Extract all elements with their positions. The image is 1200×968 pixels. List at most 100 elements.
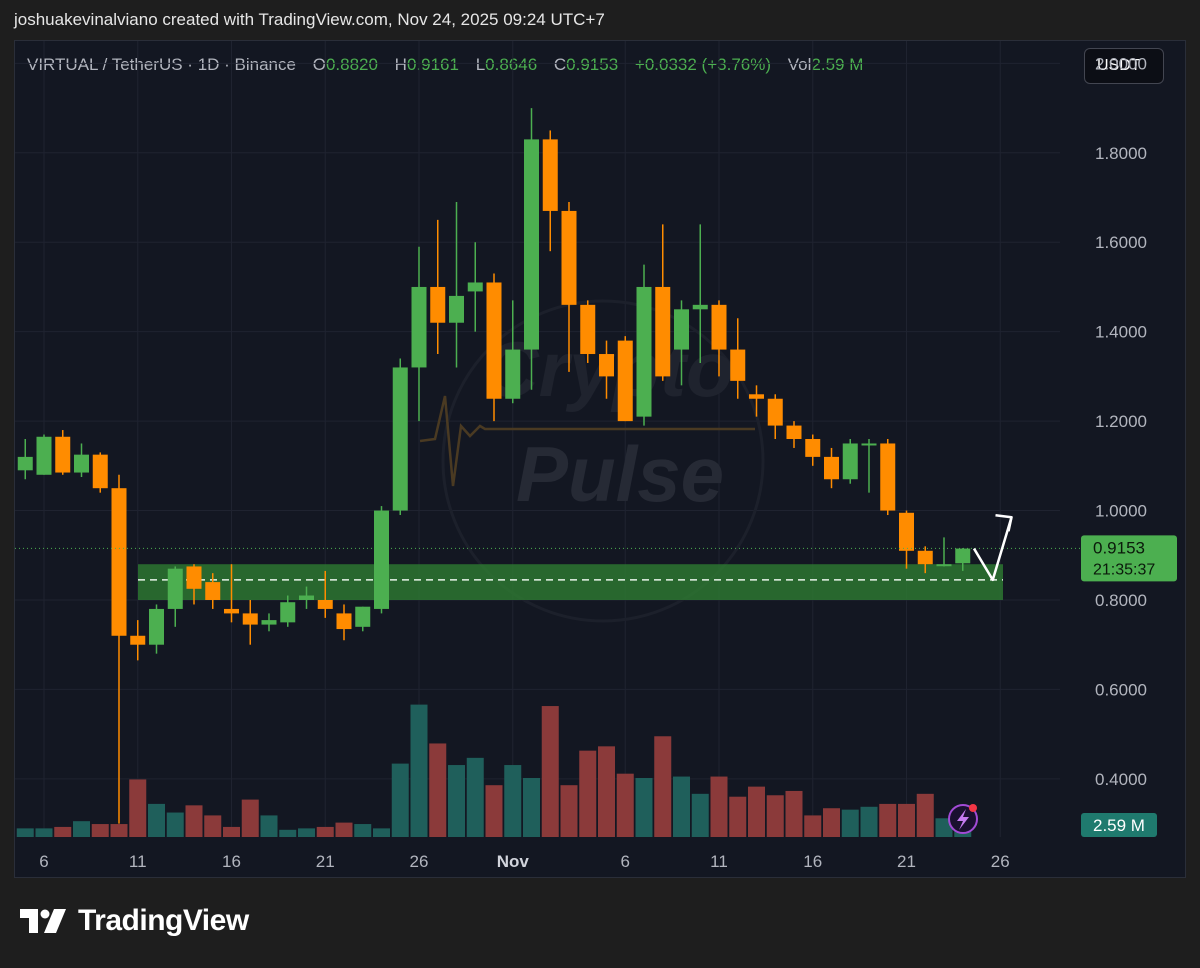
candle-body bbox=[111, 488, 127, 636]
candle bbox=[430, 219, 446, 355]
candle bbox=[449, 201, 464, 368]
lightning-icon[interactable] bbox=[948, 804, 978, 834]
candle bbox=[111, 474, 127, 824]
candle-body bbox=[411, 286, 427, 368]
volume-bar bbox=[335, 822, 353, 837]
x-axis-tick-label: 16 bbox=[222, 852, 241, 871]
candle-body bbox=[261, 620, 277, 625]
candle bbox=[505, 300, 521, 404]
candle-body bbox=[936, 564, 952, 567]
volume-bar bbox=[523, 778, 540, 837]
candle-body bbox=[749, 394, 764, 399]
volume-bar bbox=[710, 776, 728, 837]
volume-bar bbox=[935, 818, 953, 837]
volume-bar bbox=[691, 793, 709, 837]
low-value: 0.8646 bbox=[485, 55, 538, 74]
candle-body bbox=[824, 456, 839, 480]
volume-bar bbox=[654, 736, 672, 837]
candle bbox=[374, 506, 389, 614]
volume-bar bbox=[766, 795, 784, 837]
y-axis-tick-label: 1.2000 bbox=[1095, 412, 1147, 431]
candle bbox=[561, 201, 577, 372]
volume-bar bbox=[73, 821, 90, 837]
candle bbox=[599, 340, 614, 399]
candle-body bbox=[149, 608, 164, 645]
volume-bar bbox=[410, 704, 428, 837]
candle bbox=[674, 300, 689, 386]
candle bbox=[917, 546, 933, 574]
candle-body bbox=[205, 582, 221, 600]
candle bbox=[36, 434, 52, 475]
candle-body bbox=[786, 425, 802, 439]
candle-body bbox=[899, 512, 914, 551]
volume-bar bbox=[54, 826, 72, 837]
volume-bar bbox=[879, 803, 897, 837]
brand-name: TradingView bbox=[78, 904, 249, 937]
candle-body bbox=[692, 304, 708, 310]
candle-body bbox=[224, 608, 239, 614]
volume-bar bbox=[504, 765, 522, 837]
candle bbox=[542, 130, 558, 252]
candle bbox=[411, 246, 427, 422]
volume-bar bbox=[804, 815, 822, 837]
candle bbox=[730, 318, 746, 399]
candle bbox=[149, 604, 164, 654]
volume-bar bbox=[748, 786, 765, 837]
candle-body bbox=[636, 286, 652, 417]
volume-bar bbox=[204, 815, 222, 837]
volume-bar bbox=[466, 757, 484, 837]
y-axis-tick-label: 0.6000 bbox=[1095, 680, 1147, 699]
volume-bar bbox=[129, 779, 147, 837]
candle bbox=[711, 300, 727, 377]
candle-body bbox=[242, 613, 258, 625]
candle bbox=[692, 224, 708, 363]
chart-panel[interactable]: VIRTUAL / TetherUS · 1D · Binance O0.882… bbox=[14, 40, 1186, 878]
candle bbox=[767, 394, 783, 439]
y-axis-tick-label: 1.0000 bbox=[1095, 502, 1147, 521]
volume-bar bbox=[448, 765, 465, 837]
candle-body bbox=[17, 456, 33, 471]
x-axis-tick-label: 26 bbox=[410, 852, 429, 871]
candle-body bbox=[730, 349, 746, 381]
candle bbox=[317, 570, 333, 618]
candle-body bbox=[92, 454, 108, 489]
y-axis-tick-label: 1.4000 bbox=[1095, 323, 1147, 342]
candle bbox=[786, 421, 802, 448]
candle bbox=[467, 242, 483, 332]
candle-body bbox=[561, 210, 577, 305]
candle bbox=[936, 537, 952, 567]
last-volume-badge: 2.59 M bbox=[1081, 813, 1157, 837]
volume-bar bbox=[241, 799, 259, 837]
candle bbox=[842, 439, 858, 484]
x-axis-tick-label: 21 bbox=[897, 852, 916, 871]
symbol-label[interactable]: VIRTUAL / TetherUS · 1D · Binance bbox=[27, 55, 296, 74]
candle-body bbox=[674, 309, 689, 350]
price-chart[interactable]: CryptoPulse2.00001.80001.60001.40001.200… bbox=[15, 41, 1187, 879]
candle bbox=[17, 439, 33, 480]
candle bbox=[617, 336, 633, 422]
x-axis-tick-label: Nov bbox=[497, 852, 530, 871]
candle-body bbox=[74, 454, 89, 473]
candle bbox=[655, 224, 671, 381]
candle bbox=[749, 385, 764, 417]
volume-bar bbox=[785, 790, 803, 837]
volume-bar bbox=[898, 803, 915, 837]
candle-body bbox=[299, 595, 314, 600]
volume-bar bbox=[841, 809, 859, 837]
candle-body bbox=[655, 286, 671, 377]
x-axis-tick-label: 6 bbox=[39, 852, 48, 871]
volume-bar bbox=[391, 763, 409, 837]
candle-body bbox=[542, 139, 558, 211]
volume-bar bbox=[616, 773, 634, 837]
candle-body bbox=[767, 398, 783, 426]
candle-body bbox=[861, 443, 877, 446]
candle-body bbox=[486, 282, 502, 399]
candle-body bbox=[374, 510, 389, 609]
low-label: L bbox=[475, 55, 486, 74]
candle bbox=[580, 300, 596, 363]
currency-button[interactable]: USDT bbox=[1084, 48, 1164, 84]
candle-body bbox=[355, 606, 371, 627]
candle bbox=[392, 358, 408, 516]
last-volume-badge-bg bbox=[1081, 813, 1157, 837]
y-axis-tick-label: 1.6000 bbox=[1095, 233, 1147, 252]
